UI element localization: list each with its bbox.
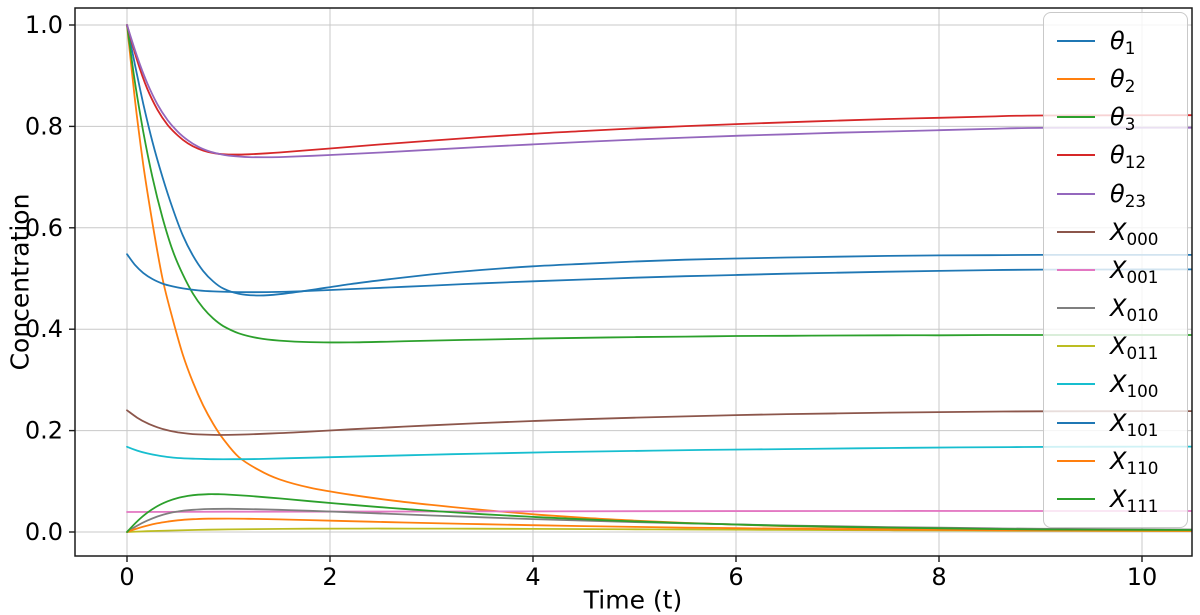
legend-label-X_110: X110 (1110, 446, 1159, 478)
legend-label-theta_12: θ12 (1110, 141, 1147, 173)
legend-item-theta_12: θ12 (1044, 136, 1187, 174)
legend-item-theta_2: θ2 (1044, 60, 1187, 98)
legend-label-X_100: X100 (1110, 370, 1159, 402)
x-tick-label: 2 (322, 563, 337, 591)
legend-label-X_111: X111 (1110, 484, 1159, 516)
legend-item-X_100: X100 (1044, 365, 1187, 403)
legend-swatch-theta_12 (1057, 154, 1095, 157)
legend-item-X_111: X111 (1044, 480, 1187, 518)
legend-swatch-X_100 (1057, 383, 1095, 386)
legend-label-X_001: X001 (1110, 255, 1159, 287)
legend-item-X_110: X110 (1044, 442, 1187, 480)
legend-swatch-X_010 (1057, 307, 1095, 310)
curve-X_110 (126, 517, 1193, 533)
curve-theta_2 (126, 24, 1193, 532)
plot-border (74, 7, 1193, 557)
y-tick-label: 0.8 (25, 112, 63, 140)
x-tick-label: 4 (525, 563, 540, 591)
curve-X_000 (126, 409, 1193, 436)
curve-X_111 (126, 493, 1193, 533)
legend-label-X_010: X010 (1110, 294, 1159, 326)
curve-theta_12 (126, 24, 1193, 156)
legend-label-theta_3: θ3 (1110, 103, 1136, 135)
legend-item-X_001: X001 (1044, 251, 1187, 289)
y-tick-label: 0.2 (25, 417, 63, 445)
legend: θ1 θ2 θ3 θ12 θ23 X000 X001 X010 X011 X100 X101 X110… (1043, 12, 1188, 528)
legend-swatch-X_101 (1057, 421, 1095, 424)
curve-theta_23 (126, 24, 1193, 159)
legend-swatch-X_011 (1057, 345, 1095, 348)
legend-swatch-X_111 (1057, 497, 1095, 500)
legend-swatch-theta_2 (1057, 78, 1095, 81)
legend-item-theta_1: θ1 (1044, 22, 1187, 60)
legend-item-theta_23: θ23 (1044, 175, 1187, 213)
x-tick-label: 6 (728, 563, 743, 591)
legend-label-X_011: X011 (1110, 332, 1159, 364)
legend-item-X_000: X000 (1044, 213, 1187, 251)
legend-swatch-X_000 (1057, 230, 1095, 233)
curve-theta_1 (126, 24, 1193, 297)
legend-label-X_101: X101 (1110, 408, 1159, 440)
curve-theta_3 (126, 24, 1193, 344)
legend-swatch-theta_3 (1057, 116, 1095, 119)
curve-X_001 (126, 510, 1193, 513)
legend-label-theta_23: θ23 (1110, 179, 1147, 211)
legend-swatch-theta_1 (1057, 40, 1095, 42)
x-axis-label: Time (t) (583, 585, 683, 615)
x-tick-label: 10 (1127, 563, 1158, 591)
legend-item-X_101: X101 (1044, 404, 1187, 442)
legend-item-X_010: X010 (1044, 289, 1187, 327)
x-tick-label: 8 (931, 563, 946, 591)
curve-X_100 (126, 445, 1193, 461)
y-tick-label: 0.4 (25, 315, 63, 343)
x-tick-label: 0 (119, 563, 134, 591)
legend-label-theta_1: θ1 (1110, 27, 1136, 59)
legend-label-theta_2: θ2 (1110, 65, 1136, 97)
y-tick-label: 0.6 (25, 214, 63, 242)
y-axis-label: Concentration (5, 193, 35, 371)
curve-X_101 (126, 253, 1193, 294)
legend-label-X_000: X000 (1110, 217, 1159, 249)
legend-swatch-theta_23 (1057, 192, 1095, 195)
legend-item-X_011: X011 (1044, 327, 1187, 365)
legend-item-theta_3: θ3 (1044, 98, 1187, 136)
y-tick-label: 1.0 (25, 11, 63, 39)
legend-swatch-X_001 (1057, 268, 1095, 271)
legend-swatch-X_110 (1057, 459, 1095, 462)
y-tick-label: 0.0 (25, 518, 63, 546)
